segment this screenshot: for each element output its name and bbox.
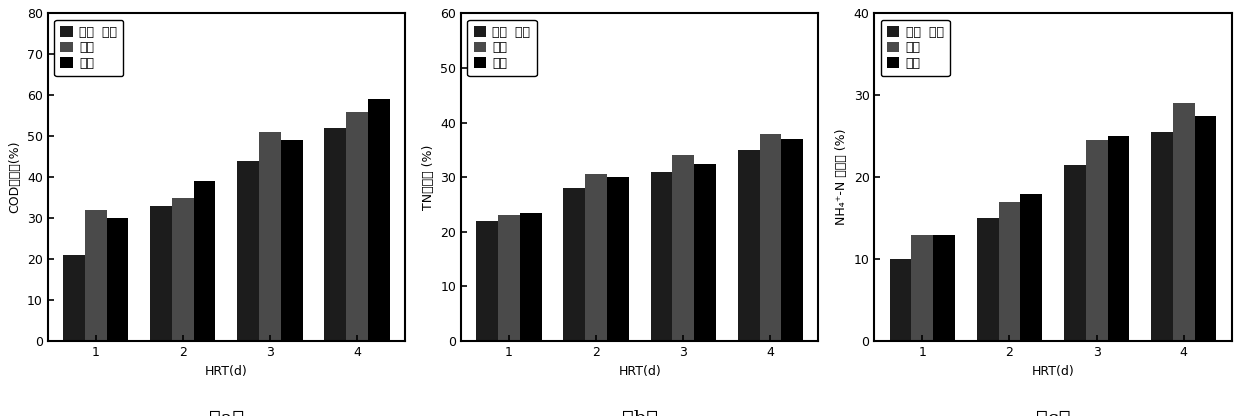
Legend: 空白  对照, 蔬菜, 水蚕: 空白 对照, 蔬菜, 水蚕 (55, 20, 123, 76)
Legend: 空白  对照, 蔬菜, 水蚕: 空白 对照, 蔬菜, 水蚕 (467, 20, 537, 76)
Bar (346, 111, 368, 341)
Bar (520, 213, 542, 341)
Bar (1151, 132, 1173, 341)
Bar (1021, 193, 1042, 341)
Bar (1064, 165, 1086, 341)
X-axis label: HRT(d): HRT(d) (619, 364, 661, 378)
Bar (259, 132, 280, 341)
X-axis label: HRT(d): HRT(d) (1032, 364, 1074, 378)
Text: （a）: （a） (208, 410, 244, 416)
Bar (911, 235, 934, 341)
Bar (889, 259, 911, 341)
Bar (672, 155, 694, 341)
Bar (84, 210, 107, 341)
Bar (934, 235, 955, 341)
Legend: 空白  对照, 蔬菜, 水蚕: 空白 对照, 蔬菜, 水蚕 (880, 20, 950, 76)
Bar (694, 163, 715, 341)
Bar (193, 181, 216, 341)
Bar (325, 128, 346, 341)
Bar (150, 206, 172, 341)
X-axis label: HRT(d): HRT(d) (205, 364, 248, 378)
Bar (476, 221, 498, 341)
Y-axis label: TN移除率 (%): TN移除率 (%) (422, 144, 435, 210)
Bar (498, 215, 520, 341)
Bar (1107, 136, 1130, 341)
Text: （c）: （c） (1035, 410, 1070, 416)
Bar (651, 172, 672, 341)
Bar (760, 134, 781, 341)
Y-axis label: COD移除率(%): COD移除率(%) (9, 141, 21, 213)
Bar (738, 150, 760, 341)
Bar (172, 198, 193, 341)
Bar (563, 188, 585, 341)
Bar (1086, 140, 1107, 341)
Bar (585, 174, 608, 341)
Bar (107, 218, 129, 341)
Bar (1173, 104, 1194, 341)
Bar (368, 99, 389, 341)
Bar (1194, 116, 1216, 341)
Bar (237, 161, 259, 341)
Bar (781, 139, 804, 341)
Y-axis label: NH₄⁺-N 移除率 (%): NH₄⁺-N 移除率 (%) (835, 129, 848, 225)
Bar (280, 140, 303, 341)
Bar (608, 177, 629, 341)
Bar (977, 218, 998, 341)
Text: （b）: （b） (621, 410, 657, 416)
Bar (63, 255, 84, 341)
Bar (998, 202, 1021, 341)
